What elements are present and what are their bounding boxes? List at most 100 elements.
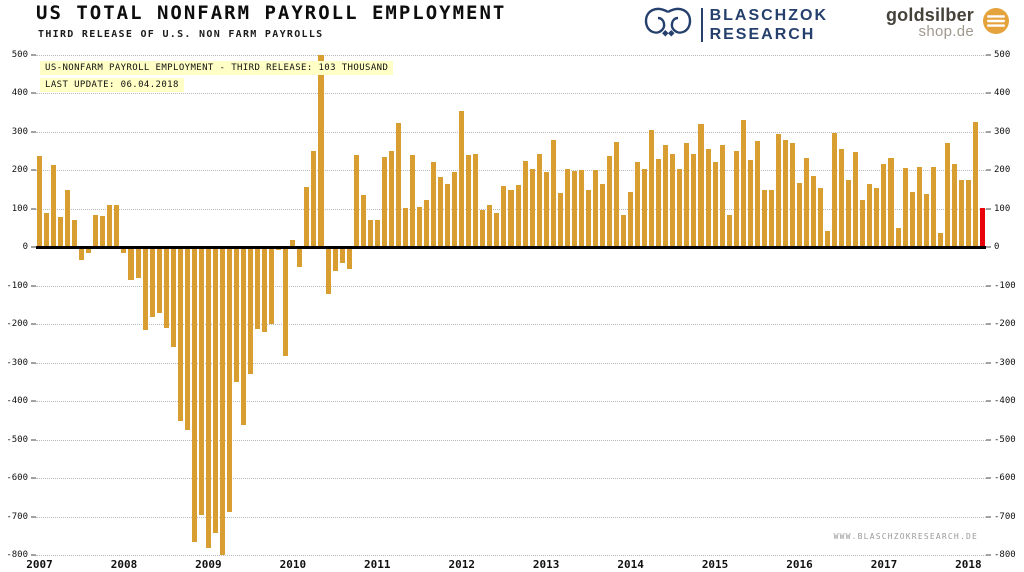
- payroll-bar: [860, 199, 866, 248]
- blaschzok-emblem-icon: [642, 3, 694, 47]
- payroll-bar: [416, 206, 423, 248]
- x-axis-label-2016: 2016: [786, 558, 813, 571]
- payroll-bar: [318, 55, 324, 248]
- payroll-bar: [445, 184, 451, 248]
- payroll-bar: [107, 205, 113, 248]
- payroll-bar: [395, 123, 401, 248]
- x-axis-label-2017: 2017: [870, 558, 898, 571]
- payroll-bar: [691, 153, 697, 248]
- payroll-bar: [72, 220, 78, 248]
- payroll-bar: [937, 232, 943, 248]
- payroll-bar: [191, 247, 197, 542]
- y-axis-label-right: -800: [994, 550, 1016, 560]
- payroll-bar: [494, 213, 500, 248]
- payroll-bar: [198, 247, 204, 516]
- payroll-bar: [951, 164, 957, 248]
- payroll-bar: [480, 210, 486, 248]
- y-axis-label-right: 500: [994, 50, 1011, 60]
- payroll-bar: [142, 247, 148, 330]
- payroll-bar: [592, 169, 598, 248]
- payroll-bar: [754, 140, 760, 248]
- payroll-bar: [719, 145, 725, 248]
- payroll-bar: [536, 153, 542, 248]
- payroll-bar: [248, 247, 254, 374]
- axis-tick: [986, 477, 991, 479]
- y-axis-label-left: -800: [6, 550, 28, 560]
- blaschzok-research-logo[interactable]: BLASCHZOK RESEARCH: [642, 4, 828, 46]
- payroll-bar: [93, 214, 99, 248]
- payroll-bar: [339, 247, 345, 264]
- payroll-bar: [79, 247, 85, 260]
- payroll-bar: [628, 191, 634, 248]
- payroll-bar: [473, 153, 479, 248]
- payroll-bar: [529, 169, 535, 248]
- payroll-bar: [782, 139, 788, 248]
- axis-tick: [986, 362, 991, 364]
- gridline: [36, 93, 986, 95]
- axis-tick: [986, 323, 991, 325]
- gridline: [36, 362, 986, 364]
- payroll-bar: [979, 207, 985, 248]
- payroll-bar: [135, 247, 141, 278]
- payroll-bar: [909, 191, 915, 248]
- axis-tick: [31, 208, 36, 210]
- y-axis-label-right: -400: [994, 396, 1016, 407]
- payroll-bar: [297, 247, 303, 267]
- payroll-bar: [670, 153, 676, 248]
- payroll-bar: [346, 247, 352, 270]
- axis-tick: [986, 285, 991, 287]
- x-axis-label-2010: 2010: [279, 558, 307, 571]
- plot-area: US-NONFARM PAYROLL EMPLOYMENT - THIRD RE…: [36, 55, 986, 556]
- logo-divider: [700, 8, 703, 42]
- payroll-bar: [149, 247, 155, 318]
- annotation-release-line: US-NONFARM PAYROLL EMPLOYMENT - THIRD RE…: [40, 61, 394, 75]
- page-subtitle: THIRD RELEASE OF U.S. NON FARM PAYROLLS: [38, 29, 324, 40]
- payroll-bar: [684, 143, 690, 248]
- axis-tick: [31, 516, 36, 518]
- blaschzok-logo-line2: RESEARCH: [709, 26, 816, 43]
- payroll-bar: [543, 171, 549, 248]
- payroll-bar: [867, 184, 873, 248]
- payroll-bar: [487, 205, 493, 248]
- payroll-bar: [283, 247, 289, 357]
- payroll-bar: [44, 213, 50, 248]
- y-axis-label-left: -200: [6, 319, 28, 330]
- payroll-bar: [698, 123, 704, 248]
- x-axis: 2007 2008 2009 2010 2011 2012 2013 2014 2015 2016…: [26, 556, 986, 572]
- payroll-bar: [916, 166, 922, 248]
- axis-tick: [986, 208, 991, 210]
- payroll-bar: [114, 205, 120, 248]
- payroll-bar: [578, 170, 584, 248]
- payroll-bar: [212, 247, 218, 534]
- y-axis-label-left: 400: [11, 88, 28, 99]
- payroll-bar: [923, 194, 929, 248]
- payroll-bar: [367, 220, 373, 248]
- payroll-bar: [895, 228, 901, 248]
- payroll-bar: [825, 230, 831, 248]
- axis-tick: [31, 285, 36, 287]
- annotation-update-line: LAST UPDATE: 06.04.2018: [40, 78, 184, 92]
- payroll-bar: [128, 247, 134, 280]
- payroll-bar: [381, 156, 387, 248]
- payroll-bar: [811, 175, 817, 248]
- y-axis-label-right: 300: [994, 126, 1011, 137]
- gridline: [36, 439, 986, 441]
- payroll-bar: [121, 247, 127, 254]
- page-title: US TOTAL NONFARM PAYROLL EMPLOYMENT: [36, 2, 507, 24]
- payroll-bar: [269, 247, 275, 325]
- payroll-bar: [642, 169, 648, 248]
- y-axis-label-right: 400: [994, 88, 1011, 99]
- y-axis-label-right: -200: [994, 319, 1016, 330]
- goldsilber-shop-logo[interactable]: goldsilber shop.de: [886, 6, 1010, 39]
- x-axis-label-2009: 2009: [195, 558, 222, 571]
- coin-stack-icon: [982, 7, 1010, 39]
- y-axis-label-left: 300: [11, 126, 28, 137]
- x-axis-label-2014: 2014: [617, 558, 644, 571]
- x-axis-label-2012: 2012: [448, 558, 475, 571]
- x-axis-label-2011: 2011: [364, 558, 391, 571]
- gridline: [36, 478, 986, 480]
- payroll-bar: [712, 162, 718, 248]
- axis-tick: [31, 362, 36, 364]
- payroll-bar: [747, 159, 753, 248]
- payroll-bar: [705, 148, 711, 248]
